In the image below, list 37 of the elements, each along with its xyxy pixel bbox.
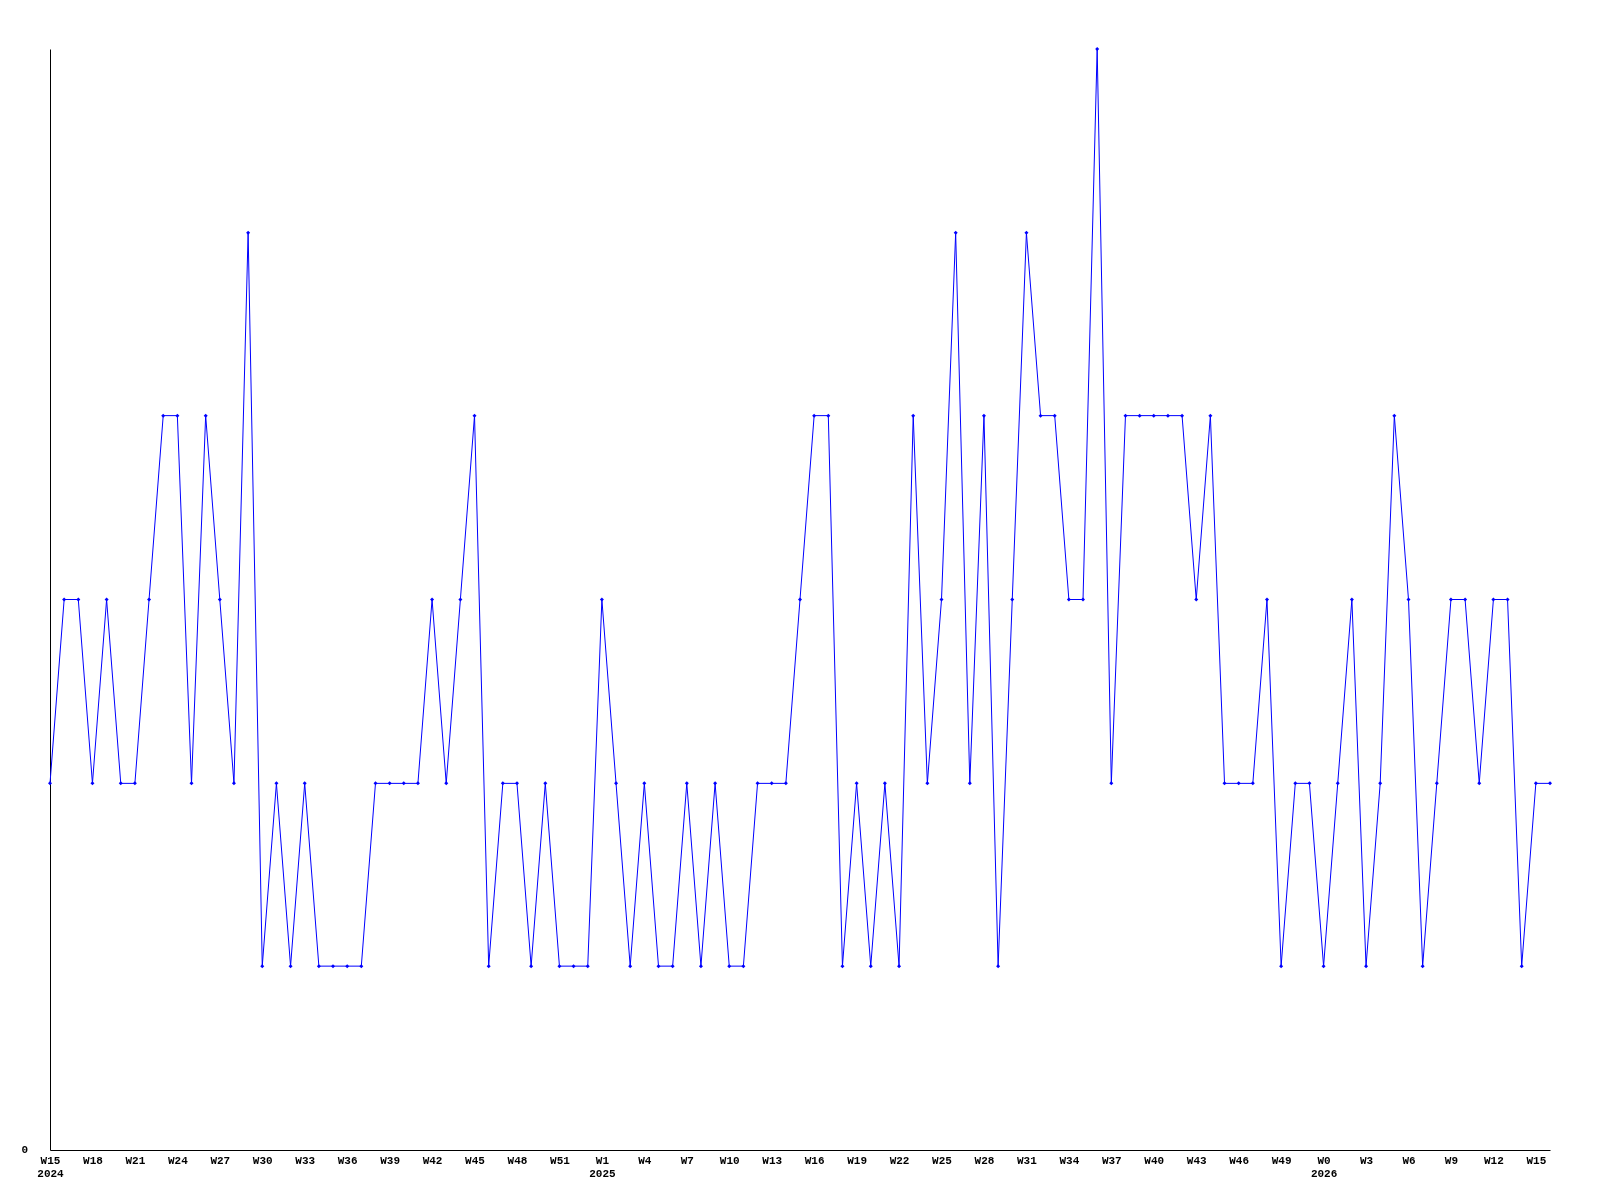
x-tick-label: W13 <box>762 1154 783 1167</box>
x-tick-label: W21 <box>125 1154 146 1167</box>
x-tick-label: W45 <box>465 1154 486 1167</box>
x-tick-label: W28 <box>974 1154 995 1167</box>
x-tick-label: W24 <box>167 1154 189 1167</box>
x-tick-label: W48 <box>507 1154 528 1167</box>
x-tick-label: W33 <box>295 1154 316 1167</box>
x-tick-label: W7 <box>680 1154 694 1167</box>
x-tick-label: W15 2024 <box>37 1154 65 1180</box>
text: 0 <box>21 1144 28 1156</box>
x-tick-label: W6 <box>1402 1154 1416 1167</box>
x-tick-label: W12 <box>1483 1154 1504 1167</box>
x-tick-label: W4 <box>638 1154 652 1167</box>
x-tick-label: W42 <box>422 1154 443 1167</box>
x-tick-label: W37 <box>1101 1154 1122 1167</box>
x-tick-label: W18 <box>83 1154 104 1167</box>
x-tick-label: W16 <box>804 1154 825 1167</box>
x-tick-label: W0 2026 <box>1310 1154 1338 1180</box>
x-tick-label: W40 <box>1144 1154 1165 1167</box>
x-tick-label: W34 <box>1059 1154 1080 1167</box>
x-tick-label: W10 <box>719 1154 740 1167</box>
x-tick-label: W46 <box>1229 1154 1250 1167</box>
x-tick-label: W49 <box>1271 1154 1292 1167</box>
x-tick-label: W51 <box>550 1154 571 1167</box>
x-tick-label: W22 <box>889 1154 910 1167</box>
x-tick-label: W30 <box>252 1154 273 1167</box>
x-tick-label: W15 <box>1526 1154 1547 1167</box>
x-tick-label: W1 2025 <box>589 1154 616 1180</box>
x-tick-label: W3 <box>1359 1154 1374 1167</box>
x-tick-label: W9 <box>1444 1154 1459 1167</box>
x-tick-label: W31 <box>1017 1154 1038 1167</box>
x-tick-label: W36 <box>337 1154 358 1167</box>
x-tick-label: W27 <box>210 1154 231 1167</box>
x-tick-label: W25 <box>932 1154 953 1167</box>
x-tick-label: W43 <box>1186 1154 1208 1167</box>
x-tick-label: W39 <box>380 1154 401 1167</box>
x-tick-label: W19 <box>847 1154 868 1167</box>
